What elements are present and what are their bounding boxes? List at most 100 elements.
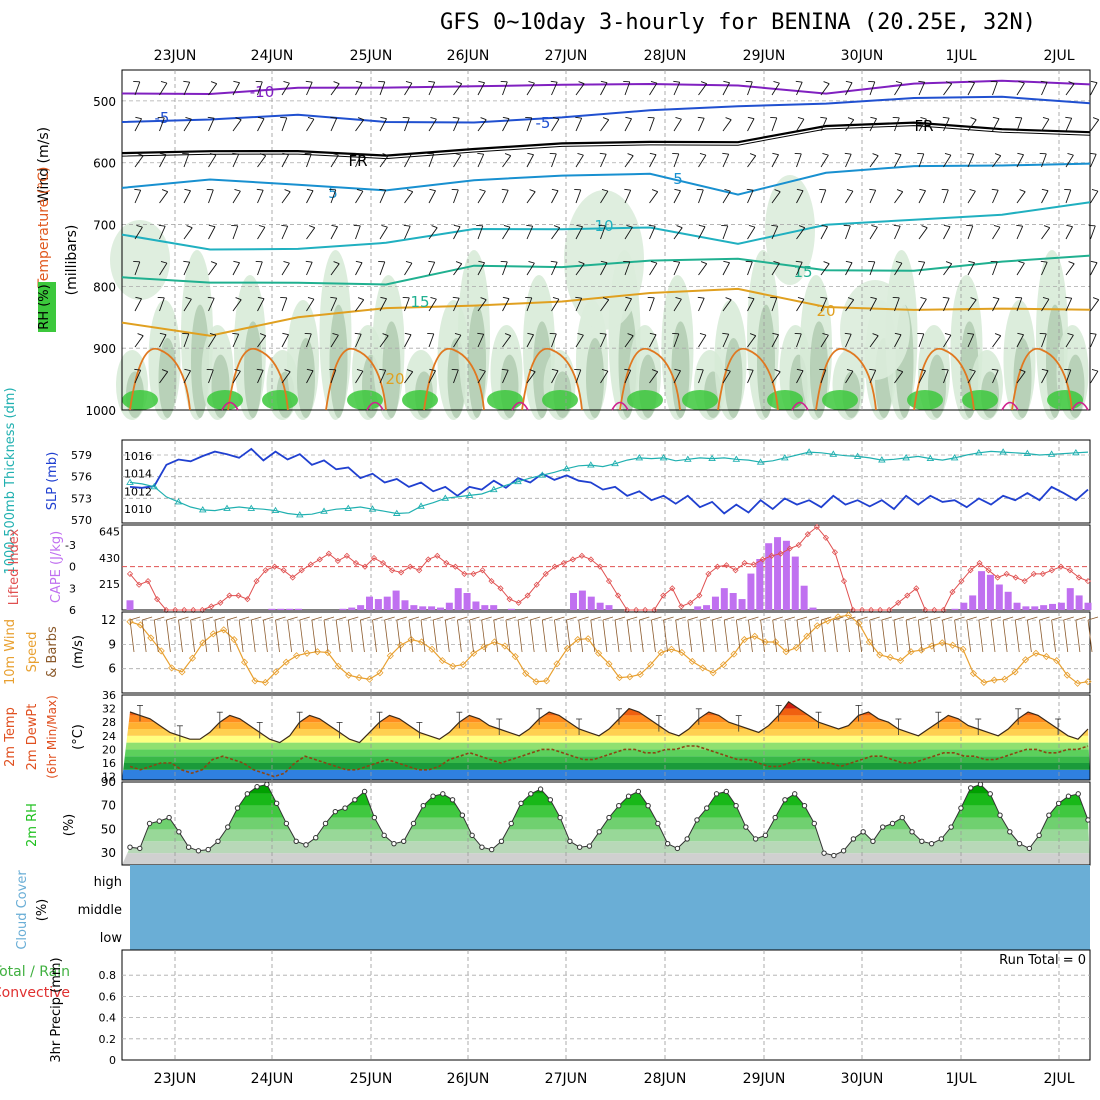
wind-barb [281, 226, 289, 240]
lifted-index-marker [1084, 578, 1092, 585]
wind10m-barb [723, 619, 729, 653]
wind-barb-flag [159, 152, 167, 156]
wind-barb [575, 189, 582, 204]
wind-barb-flag [600, 80, 608, 84]
wind10m-marker [699, 664, 707, 672]
wind-barb-flag [183, 260, 190, 263]
thickness-marker [975, 448, 983, 456]
cape-bar [374, 599, 382, 610]
wind-barb [649, 226, 656, 240]
rh-area [564, 190, 644, 330]
rh2m-marker [704, 805, 710, 811]
rh2m-marker [674, 845, 681, 852]
wind-barb [232, 119, 242, 132]
lifted-index-marker [271, 563, 278, 570]
wind-barb-flag [747, 296, 755, 300]
rh-high-area [262, 390, 298, 410]
wind-barb [159, 117, 165, 132]
temp-contour-25 [1011, 347, 1073, 411]
wind-barb-flag [944, 332, 952, 336]
rh2m-band [122, 805, 1090, 818]
wind-barb-flag [919, 188, 926, 192]
wind10m-barb [772, 619, 778, 653]
wind-barb [1090, 299, 1100, 312]
rh2m-marker [303, 842, 309, 848]
lifted-index-marker [696, 592, 703, 599]
lifted-index-marker [217, 599, 224, 606]
cape-bar [268, 608, 276, 610]
lifted-index-marker [714, 563, 721, 570]
wind-barb-flag [1092, 297, 1099, 301]
wind-barb [771, 262, 780, 276]
wind-barb-flag [575, 296, 582, 299]
wind-barb-flag [527, 152, 534, 156]
rh2m-marker [547, 797, 554, 803]
wind10m-barb [1014, 619, 1020, 653]
wind10m-barb-flag [784, 616, 795, 621]
wind-barb [183, 262, 191, 276]
wind-barb-flag [305, 260, 313, 263]
wind-barb [502, 335, 512, 348]
wind-barb-flag [625, 296, 632, 300]
bottom-date-label: 28JUN [644, 1071, 687, 1087]
temp-contour-20 [121, 287, 1091, 337]
cape-bar [428, 606, 436, 610]
wind10m-barb-flag [675, 616, 686, 621]
wind10m-marker [230, 635, 238, 644]
wind10m-marker [626, 673, 634, 681]
wind-barb [551, 333, 557, 348]
cape-bar [747, 573, 755, 610]
thickness-marker [611, 459, 619, 467]
wind-barb-flag [725, 297, 732, 301]
pressure-tick: 900 [93, 342, 116, 356]
wind-barb-flag [159, 332, 167, 336]
temp-contour-30 [1071, 401, 1089, 411]
cape-bar [295, 608, 303, 610]
wind-barb-flag [796, 368, 804, 372]
thickness-marker [587, 461, 595, 468]
wind10m-marker [792, 644, 801, 652]
wind-barb [894, 262, 903, 276]
wind-barb-flag [626, 224, 633, 228]
top-date-label: 24JUN [251, 48, 294, 64]
wind-barb-flag [455, 81, 462, 85]
wind10m-barb [287, 619, 293, 653]
wind10m-marker [1001, 675, 1009, 683]
wind-barb [796, 370, 804, 384]
wind-barb [575, 154, 584, 168]
wind-barb [477, 190, 486, 204]
lifted-index-marker [398, 569, 405, 576]
wind10m-barb-flag [1002, 616, 1014, 621]
wind10m-barb-flag [978, 616, 989, 621]
wind-barb [894, 371, 904, 384]
wind-barb [330, 226, 338, 240]
wind-barb-flag [380, 296, 387, 300]
wind-barb [967, 190, 976, 204]
cape-bar [703, 605, 711, 610]
thickness-marker [538, 471, 547, 478]
thickness-marker [417, 502, 425, 509]
thickness-marker [247, 504, 256, 511]
wind-barb [1016, 82, 1025, 96]
wind10m-marker [428, 645, 436, 653]
wind10m-marker [1032, 649, 1040, 657]
rh2m-marker [635, 788, 642, 795]
wind-barb [502, 226, 511, 240]
wind-barb [1016, 191, 1026, 204]
wind10m-marker [282, 658, 290, 666]
wind-barb [673, 153, 680, 168]
wind-barb [551, 118, 560, 132]
temp2m-panel [121, 694, 1091, 781]
temp-unit-label: (°C) [71, 724, 86, 750]
cloud-axis-label: Cloud Cover [15, 870, 30, 950]
wind-barb [649, 297, 655, 312]
rh2m-marker [352, 797, 358, 803]
wind-barb-flag [504, 153, 511, 157]
wind-barb [1041, 298, 1050, 312]
rh-area-dense [297, 338, 315, 418]
rh2m-marker [528, 791, 534, 797]
wind-barb [453, 263, 463, 276]
top-date-label: 27JUN [545, 48, 588, 64]
lifted-index-marker [389, 567, 396, 574]
wind-barb [159, 297, 165, 312]
